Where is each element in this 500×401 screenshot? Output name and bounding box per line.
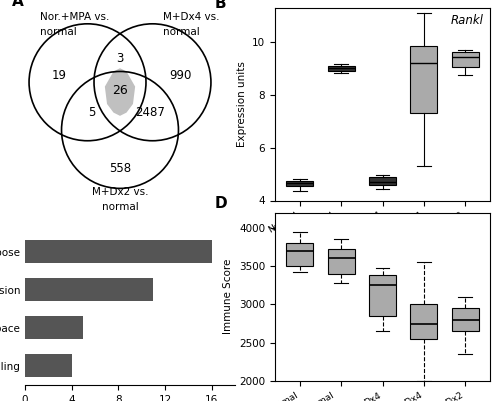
Text: 19: 19 xyxy=(52,69,67,82)
PathPatch shape xyxy=(452,51,478,67)
Bar xyxy=(25,240,212,263)
PathPatch shape xyxy=(286,181,313,186)
Text: 3: 3 xyxy=(116,52,123,65)
Text: normal: normal xyxy=(40,28,76,37)
Text: M+Dx4 vs.: M+Dx4 vs. xyxy=(164,12,220,22)
Text: 990: 990 xyxy=(170,69,192,82)
Bar xyxy=(25,316,84,339)
PathPatch shape xyxy=(328,66,354,71)
PathPatch shape xyxy=(410,46,438,113)
Text: normal: normal xyxy=(164,28,200,37)
Text: normal: normal xyxy=(102,202,138,212)
Bar xyxy=(25,278,154,301)
PathPatch shape xyxy=(369,177,396,185)
Text: D: D xyxy=(215,196,228,211)
Polygon shape xyxy=(105,68,135,116)
Text: M+Dx2 vs.: M+Dx2 vs. xyxy=(92,186,148,196)
Y-axis label: Expression units: Expression units xyxy=(236,61,246,147)
Text: B: B xyxy=(215,0,226,12)
Text: 5: 5 xyxy=(88,106,96,119)
Bar xyxy=(25,354,72,377)
PathPatch shape xyxy=(410,304,438,339)
Text: Nor.+MPA vs.: Nor.+MPA vs. xyxy=(40,12,110,22)
Y-axis label: Immune Score: Immune Score xyxy=(224,259,234,334)
Text: 2487: 2487 xyxy=(136,106,166,119)
Text: 26: 26 xyxy=(112,85,128,97)
PathPatch shape xyxy=(452,308,478,331)
PathPatch shape xyxy=(328,249,354,274)
Text: 558: 558 xyxy=(109,162,131,175)
Text: A: A xyxy=(12,0,24,8)
Text: Rankl: Rankl xyxy=(450,14,484,27)
PathPatch shape xyxy=(369,275,396,316)
PathPatch shape xyxy=(286,243,313,266)
